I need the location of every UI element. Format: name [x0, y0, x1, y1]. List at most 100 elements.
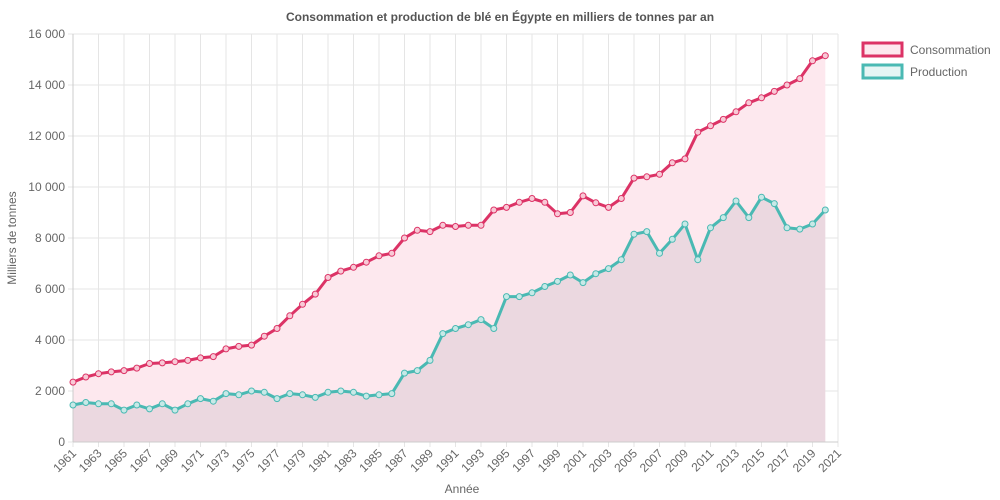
data-point-consommation[interactable]: [668, 159, 676, 167]
data-point-consommation[interactable]: [235, 342, 243, 350]
data-point-consommation[interactable]: [375, 252, 383, 260]
data-point-production[interactable]: [426, 356, 434, 364]
data-point-production[interactable]: [707, 224, 714, 232]
data-point-production[interactable]: [605, 265, 612, 273]
data-point-consommation[interactable]: [133, 364, 141, 372]
data-point-production[interactable]: [617, 256, 625, 264]
data-point-consommation[interactable]: [745, 99, 753, 107]
data-point-production[interactable]: [171, 406, 179, 414]
data-point-consommation[interactable]: [643, 173, 651, 181]
data-point-consommation[interactable]: [69, 378, 77, 386]
data-point-consommation[interactable]: [222, 345, 230, 353]
data-point-consommation[interactable]: [528, 195, 536, 202]
data-point-consommation[interactable]: [439, 221, 447, 229]
data-point-consommation[interactable]: [694, 128, 702, 136]
data-point-consommation[interactable]: [82, 373, 90, 381]
data-point-production[interactable]: [95, 400, 102, 408]
data-point-consommation[interactable]: [579, 192, 587, 200]
data-point-consommation[interactable]: [413, 226, 421, 234]
data-point-consommation[interactable]: [95, 370, 102, 378]
data-point-consommation[interactable]: [260, 332, 268, 340]
data-point-production[interactable]: [719, 214, 727, 222]
data-point-consommation[interactable]: [311, 290, 319, 298]
data-point-consommation[interactable]: [184, 356, 192, 364]
data-point-consommation[interactable]: [732, 108, 740, 116]
data-point-consommation[interactable]: [337, 267, 345, 275]
data-point-consommation[interactable]: [783, 81, 791, 89]
data-point-production[interactable]: [656, 249, 663, 257]
data-point-production[interactable]: [809, 220, 816, 228]
data-point-consommation[interactable]: [503, 203, 510, 211]
data-point-production[interactable]: [668, 235, 676, 243]
data-point-production[interactable]: [554, 277, 561, 285]
data-point-production[interactable]: [235, 391, 243, 399]
data-point-consommation[interactable]: [592, 199, 600, 207]
data-point-production[interactable]: [197, 395, 204, 403]
data-point-consommation[interactable]: [107, 368, 115, 376]
data-point-production[interactable]: [324, 388, 332, 396]
data-point-production[interactable]: [681, 220, 689, 228]
data-point-production[interactable]: [69, 401, 77, 409]
data-point-consommation[interactable]: [324, 274, 332, 281]
data-point-production[interactable]: [107, 400, 115, 408]
data-point-consommation[interactable]: [719, 115, 727, 123]
data-point-production[interactable]: [299, 391, 306, 399]
data-point-consommation[interactable]: [171, 358, 179, 366]
data-point-consommation[interactable]: [554, 210, 561, 218]
data-point-consommation[interactable]: [452, 223, 459, 230]
data-point-production[interactable]: [783, 224, 791, 232]
data-point-consommation[interactable]: [541, 198, 549, 206]
data-point-production[interactable]: [350, 388, 357, 396]
data-point-production[interactable]: [260, 388, 268, 396]
data-point-consommation[interactable]: [350, 263, 357, 271]
data-point-consommation[interactable]: [248, 341, 255, 349]
data-point-production[interactable]: [566, 271, 574, 279]
data-point-production[interactable]: [439, 330, 447, 338]
data-point-production[interactable]: [401, 369, 408, 377]
data-point-production[interactable]: [82, 399, 90, 406]
data-point-consommation[interactable]: [362, 258, 370, 266]
data-point-production[interactable]: [528, 289, 536, 297]
data-point-production[interactable]: [452, 325, 459, 332]
legend-item-production[interactable]: Production: [861, 63, 967, 80]
data-point-consommation[interactable]: [388, 249, 396, 257]
data-point-production[interactable]: [273, 395, 281, 403]
data-point-consommation[interactable]: [146, 360, 153, 367]
data-point-production[interactable]: [413, 367, 421, 375]
data-point-production[interactable]: [732, 197, 740, 205]
legend-item-consommation[interactable]: Consommation: [861, 41, 991, 58]
data-point-production[interactable]: [158, 400, 166, 408]
data-point-production[interactable]: [503, 293, 510, 301]
data-point-production[interactable]: [745, 214, 753, 222]
data-point-production[interactable]: [286, 390, 294, 398]
data-point-consommation[interactable]: [770, 87, 778, 95]
data-point-consommation[interactable]: [515, 198, 523, 206]
data-point-consommation[interactable]: [286, 312, 294, 320]
data-point-consommation[interactable]: [707, 122, 714, 130]
data-point-production[interactable]: [770, 200, 778, 208]
data-point-consommation[interactable]: [197, 354, 204, 362]
data-point-production[interactable]: [796, 225, 804, 233]
data-point-consommation[interactable]: [617, 195, 625, 202]
data-point-consommation[interactable]: [273, 325, 281, 332]
data-point-consommation[interactable]: [209, 353, 217, 361]
data-point-consommation[interactable]: [566, 209, 574, 216]
data-point-production[interactable]: [311, 393, 319, 401]
data-point-production[interactable]: [694, 256, 702, 264]
data-point-production[interactable]: [222, 390, 230, 398]
data-point-consommation[interactable]: [758, 94, 765, 102]
data-point-consommation[interactable]: [809, 57, 816, 65]
data-point-consommation[interactable]: [120, 367, 128, 375]
data-point-production[interactable]: [630, 230, 638, 238]
data-point-consommation[interactable]: [401, 234, 408, 242]
data-point-production[interactable]: [758, 193, 765, 201]
data-point-production[interactable]: [362, 392, 370, 400]
data-point-consommation[interactable]: [426, 228, 434, 236]
data-point-production[interactable]: [388, 390, 396, 398]
data-point-production[interactable]: [579, 279, 587, 287]
data-point-consommation[interactable]: [299, 300, 306, 308]
data-point-consommation[interactable]: [605, 203, 612, 211]
data-point-production[interactable]: [490, 325, 498, 332]
data-point-consommation[interactable]: [477, 221, 485, 229]
data-point-production[interactable]: [248, 387, 255, 395]
